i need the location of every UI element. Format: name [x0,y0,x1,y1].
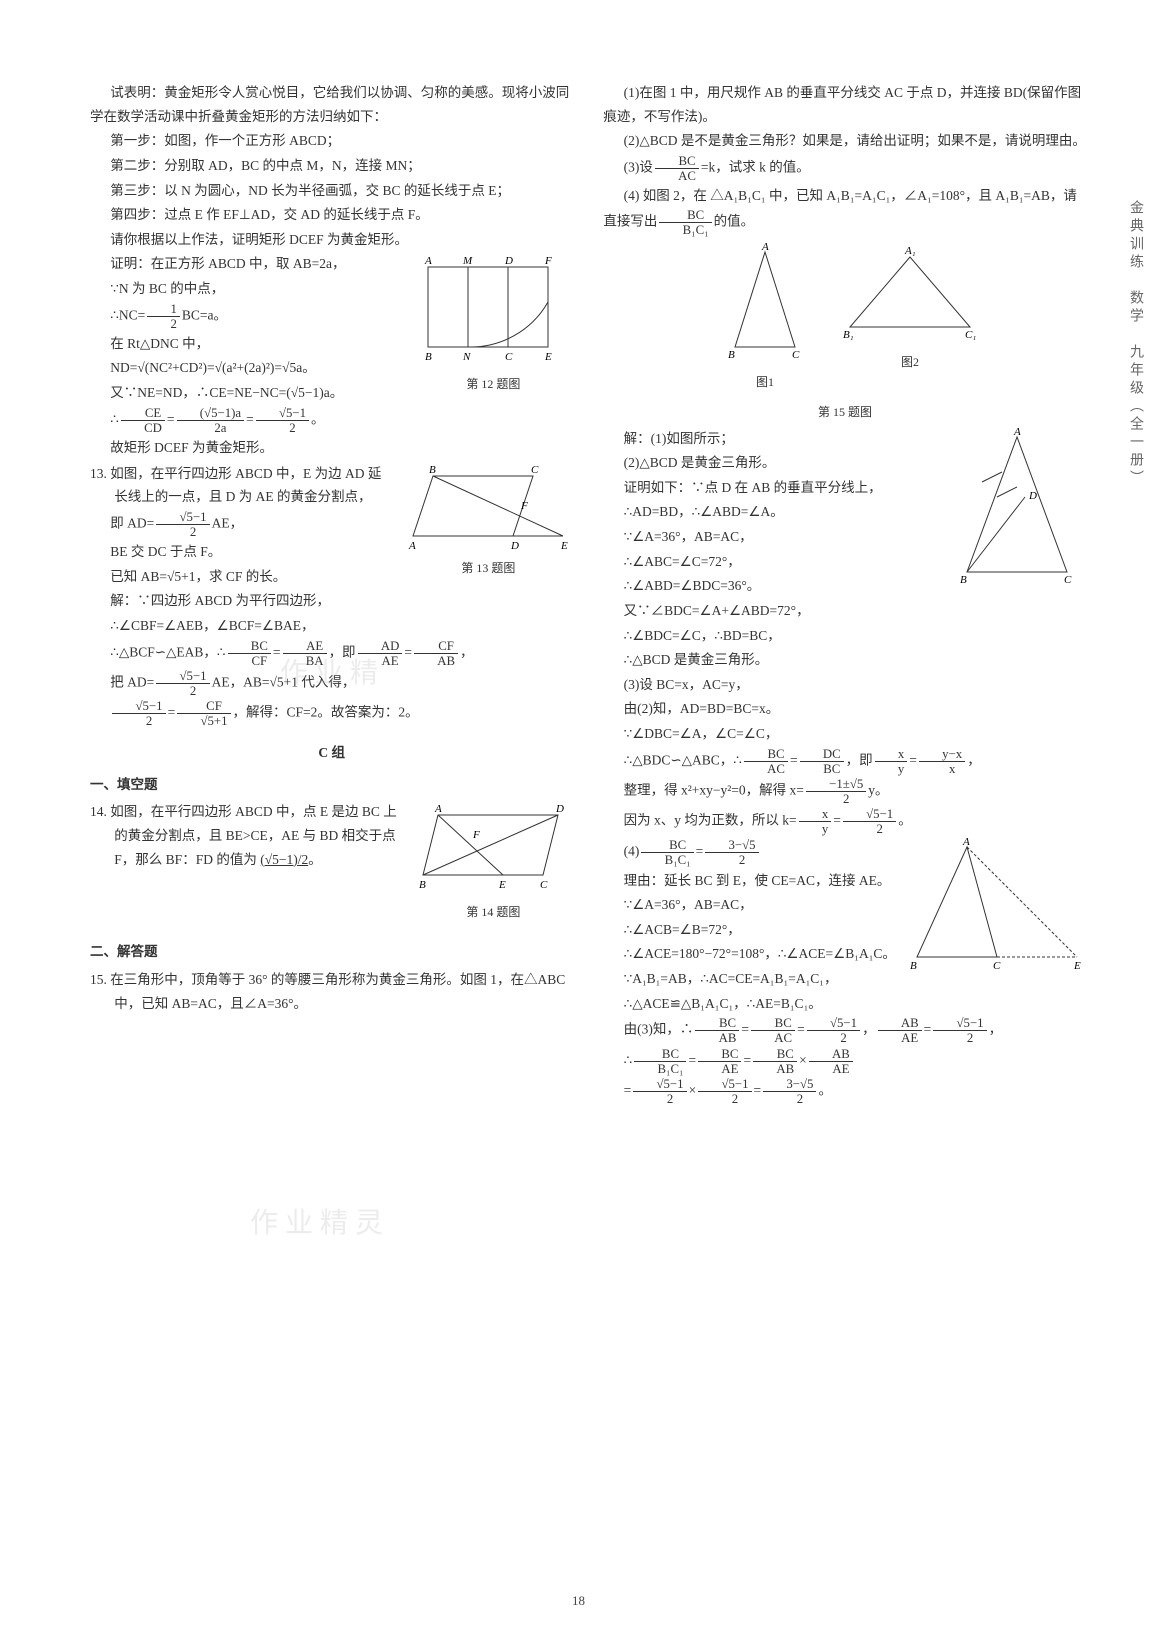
svg-text:D: D [510,540,519,552]
svg-text:C: C [792,349,800,361]
svg-text:D: D [555,803,564,815]
sol-12: 由(2)知，AD=BD=BC=x。 [603,697,1086,721]
figure-15-row: A B C 图1 A₁ B₁ C₁ 图2 [603,242,1086,397]
svg-text:C: C [531,464,539,476]
sol-15: 整理，得 x²+xy−y²=0，解得 x=−1±√52y。 [603,777,1086,806]
svg-text:E: E [1073,960,1081,972]
svg-text:A₁: A₁ [904,245,916,257]
q13-sol3: ∴△BCF∽△EAB，∴BCCF=AEBA，即ADAE=CFAB， [90,639,573,668]
figure-14-svg: A D B E C F [413,800,573,900]
figure-12-label: 第 12 题图 [413,374,573,395]
q12-intro: 试表明：黄金矩形令人赏心悦目，它给我们以协调、匀称的美感。现将小波同学在数学活动… [90,81,573,128]
figure-15b: A₁ B₁ C₁ 图2 [840,242,980,397]
sol-14: ∴△BDC∽△ABC，∴BCAC=DCBC，即xy=y−xx， [603,747,1086,776]
sol-26: =√5−12×√5−12=3−√52。 [603,1077,1086,1106]
q12-proof8: 故矩形 DCEF 为黄金矩形。 [90,436,573,460]
figure-13-svg: A B C D E F [403,461,573,556]
svg-text:D: D [1028,490,1037,502]
svg-text:C₁: C₁ [965,329,976,341]
svg-text:F: F [472,829,480,841]
svg-text:A: A [962,837,970,848]
sol-23: ∴△ACE≌△B₁A₁C₁，∴AE=B₁C₁。 [603,992,1086,1016]
figure-13: A B C D E F 第 13 题图 [403,461,573,583]
figure-13-label: 第 13 题图 [403,558,573,579]
page: 金典训练 数学 九年级（全一册） 作 业 精 作 业 精 灵 试表明：黄金矩形令… [0,0,1157,1637]
q15-part3: (3)设BCAC=k，试求 k 的值。 [603,154,1086,183]
svg-text:B: B [960,574,967,586]
figure-15b-label: 图2 [840,352,980,373]
svg-text:E: E [544,351,552,363]
sol-8: 又∵∠BDC=∠A+∠ABD=72°， [603,599,1086,623]
svg-text:B: B [419,879,426,891]
q13-sol5: √5−12=CF√5+1，解得：CF=2。故答案为：2。 [90,699,573,728]
svg-text:C: C [1064,574,1072,586]
q13-sol1: 解：∵四边形 ABCD 为平行四边形， [90,589,573,613]
q15-part2: (2)△BCD 是不是黄金三角形？如果是，请给出证明；如果不是，请说明理由。 [603,129,1086,153]
q12-step4: 第四步：过点 E 作 EF⊥AD，交 AD 的延长线于点 F。 [90,203,573,227]
svg-text:D: D [504,255,513,267]
svg-text:C: C [505,351,513,363]
q15-stem: 15. 在三角形中，顶角等于 36° 的等腰三角形称为黄金三角形。如图 1，在△… [90,968,573,1015]
left-column: 试表明：黄金矩形令人赏心悦目，它给我们以协调、匀称的美感。现将小波同学在数学活动… [90,80,573,1560]
page-number: 18 [572,1590,585,1612]
figure-15b-svg: A₁ B₁ C₁ [840,242,980,342]
svg-text:B₁: B₁ [843,329,854,341]
solution-triangle-1-svg: A B C D [947,427,1087,587]
svg-text:F: F [544,255,552,267]
figure-15a-svg: A B C [710,242,820,362]
figure-15a-label: 图1 [710,372,820,393]
svg-text:C: C [993,960,1001,972]
solution-triangle-2: A B C E [907,837,1087,977]
svg-text:A: A [408,540,416,552]
q15-part1: (1)在图 1 中，用尺规作 AB 的垂直平分线交 AC 于点 D，并连接 BD… [603,81,1086,128]
q12-ask: 请你根据以上作法，证明矩形 DCEF 为黄金矩形。 [90,228,573,252]
figure-15-label: 第 15 题图 [603,402,1086,423]
q14-answer: (√5−1)/2 [260,852,308,867]
figure-14: A D B E C F 第 14 题图 [413,800,573,927]
sol-11: (3)设 BC=x，AC=y， [603,673,1086,697]
sol-24: 由(3)知，∴BCAB=BCAC=√5−12，ABAE=√5−12， [603,1016,1086,1045]
q12-proof7: ∴CECD=(√5−1)a2a=√5−12。 [90,406,573,435]
sol-13: ∵∠DBC=∠A，∠C=∠C， [603,722,1086,746]
sol-10: ∴△BCD 是黄金三角形。 [603,648,1086,672]
q15-part4: (4) 如图 2，在 △A₁B₁C₁ 中，已知 A₁B₁=A₁C₁，∠A₁=10… [603,184,1086,237]
content-columns: 试表明：黄金矩形令人赏心悦目，它给我们以协调、匀称的美感。现将小波同学在数学活动… [90,80,1097,1560]
figure-14-label: 第 14 题图 [413,902,573,923]
sol-25: ∴BCB₁C₁=BCAE=BCAB×ABAE [603,1047,1086,1076]
svg-text:E: E [560,540,568,552]
svg-text:A: A [424,255,432,267]
svg-text:C: C [540,879,548,891]
svg-text:A: A [1013,427,1021,438]
figure-12: A M D F B N C E 第 12 题图 [413,252,573,399]
sidebar-label: 金典训练 数学 九年级（全一册） [1117,200,1147,488]
svg-text:B: B [429,464,436,476]
solution-triangle-1: A B C D [947,427,1087,587]
figure-15a: A B C 图1 [710,242,820,397]
svg-text:M: M [462,255,473,267]
svg-text:B: B [425,351,432,363]
svg-text:N: N [462,351,471,363]
svg-text:F: F [520,500,528,512]
solution-triangle-2-svg: A B C E [907,837,1087,977]
q13-sol2: ∴∠CBF=∠AEB，∠BCF=∠BAE， [90,614,573,638]
section-fill-header: 一、填空题 [90,773,573,797]
q12-step2: 第二步：分别取 AD，BC 的中点 M，N，连接 MN； [90,154,573,178]
section-solve-header: 二、解答题 [90,940,573,964]
q13-sol4: 把 AD=√5−12AE，AB=√5+1 代入得， [90,669,573,698]
svg-text:B: B [910,960,917,972]
svg-text:E: E [498,879,506,891]
svg-text:B: B [728,349,735,361]
q12-step3: 第三步：以 N 为圆心，ND 长为半径画弧，交 BC 的延长线于点 E； [90,179,573,203]
right-column: (1)在图 1 中，用尺规作 AB 的垂直平分线交 AC 于点 D，并连接 BD… [603,80,1086,1560]
figure-12-svg: A M D F B N C E [413,252,573,372]
svg-text:A: A [761,242,769,253]
sol-16: 因为 x、y 均为正数，所以 k=xy=√5−12。 [603,807,1086,836]
sol-9: ∴∠BDC=∠C，∴BD=BC， [603,624,1086,648]
q12-step1: 第一步：如图，作一个正方形 ABCD； [90,129,573,153]
svg-text:A: A [434,803,442,815]
group-c-label: C 组 [90,741,573,765]
